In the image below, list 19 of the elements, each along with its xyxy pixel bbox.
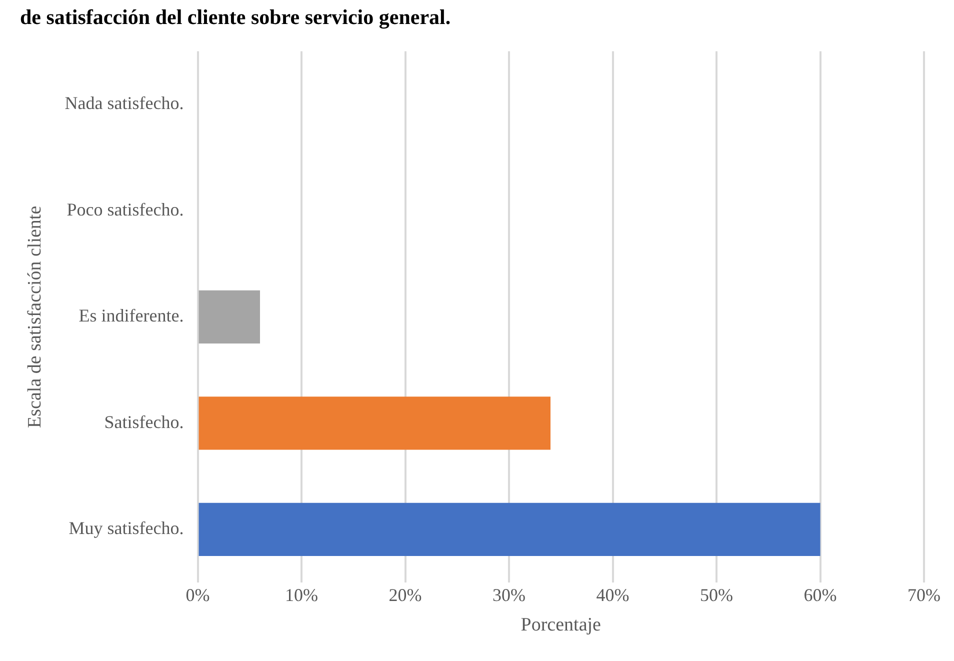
x-axis-title: Porcentaje	[520, 614, 601, 636]
y-axis-title: Escala de satisfacción cliente	[24, 206, 46, 428]
bar	[198, 290, 260, 344]
y-tick-label: Satisfecho.	[104, 412, 184, 432]
y-tick-label: Poco satisfecho.	[66, 199, 184, 220]
bar	[198, 396, 550, 450]
x-tick-label: 30%	[492, 585, 526, 606]
x-tick-label: 60%	[804, 585, 837, 606]
y-tick-label: Muy satisfecho.	[68, 518, 184, 538]
x-tick-label: 40%	[596, 585, 630, 606]
x-tick-label: 50%	[700, 585, 733, 606]
x-tick-label: 0%	[186, 585, 210, 606]
x-tick-label: 10%	[285, 585, 318, 606]
y-tick-label: Es indiferente.	[78, 306, 184, 326]
y-tick-label: Nada satisfecho.	[64, 93, 184, 114]
x-tick-label: 70%	[908, 585, 940, 606]
x-tick-label: 20%	[388, 585, 422, 606]
bar	[198, 502, 820, 556]
chart-title: de satisfacción del cliente sobre servicio general.	[20, 5, 451, 30]
